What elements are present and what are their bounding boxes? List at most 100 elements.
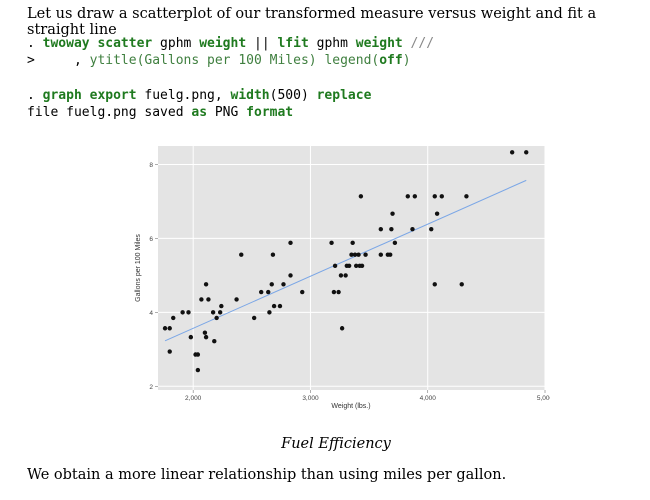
scatter-chart: 2 4 6 8 2,000 3,000 4,000 5,000 Weight (lbs.) G… [130,140,550,420]
data-point [266,289,271,295]
option-arg: ) [402,53,411,68]
data-point [339,326,345,331]
option-arg: ( [371,53,380,68]
data-point [199,297,204,302]
data-point [180,310,185,315]
data-point [267,310,272,315]
data-point [388,252,393,257]
option-replace: replace [316,88,372,103]
output-text: file fuelg.png saved [27,105,192,120]
data-point [239,252,244,257]
data-point [349,252,354,257]
data-point [271,303,277,309]
data-point [346,263,352,268]
command-lfit: lfit [277,36,309,51]
option-arg: (500) [269,88,317,103]
data-point [392,240,398,246]
command-twoway-scatter: twoway scatter [42,36,153,51]
data-point [288,273,293,278]
data-point [405,194,410,199]
data-point [210,310,216,315]
continuation: /// [402,36,435,51]
data-point [171,315,176,321]
data-point [509,150,515,155]
variable: gphm [152,36,200,51]
data-point [378,226,384,232]
gridlines [158,146,546,390]
data-point [269,282,274,287]
stata-command-block: . twoway scatter gphm weight || lfit gph… [27,35,434,69]
data-point [363,252,368,257]
y-tick-label: 8 [149,162,153,169]
y-tick-label: 2 [149,384,153,391]
axes: 2 4 6 8 2,000 3,000 4,000 5,000 [149,162,550,402]
separator: || [246,36,278,51]
intro-paragraph: Let us draw a scatterplot of our transfo… [27,6,597,38]
data-point [195,352,201,357]
data-point [336,289,341,295]
data-point [203,334,209,340]
data-point [358,194,364,199]
data-point [300,289,305,295]
data-point [432,282,437,287]
prompt: . [27,36,43,51]
x-tick-label: 4,000 [420,395,437,402]
data-point [234,297,239,302]
x-axis-label: Weight (lbs.) [331,403,370,410]
data-point [162,326,168,331]
variable: gphm [308,36,356,51]
data-point [202,330,208,335]
data-point [378,252,384,257]
x-tick-label: 3,000 [302,395,319,402]
data-point [524,150,529,155]
output-keyword-format: format [246,105,294,120]
prompt-continued: > , [27,53,90,68]
option-ytitle: ytitle [89,53,137,68]
output-text: PNG [207,105,247,120]
data-point [206,297,211,302]
data-point [167,349,172,354]
option-arg: (Gallons per 100 Miles) [136,53,325,68]
data-point [356,252,361,257]
y-tick-label: 6 [149,236,153,243]
variable-weight: weight [199,36,247,51]
data-points [162,150,529,373]
output-keyword-as: as [191,105,208,120]
data-point [412,194,418,199]
data-point [429,226,434,232]
data-point [219,303,224,309]
data-point [343,273,348,278]
data-point [359,263,365,268]
option-off: off [379,53,403,68]
data-point [353,263,359,268]
command-graph-export: graph export [42,88,137,103]
data-point [188,334,194,340]
data-point [195,367,201,373]
x-tick-label: 2,000 [185,395,202,402]
plot-area [158,146,545,390]
option-legend: legend [324,53,372,68]
data-point [217,310,223,315]
data-point [439,194,444,199]
data-point [167,326,172,331]
data-point [410,226,415,232]
data-point [277,303,283,309]
data-point [251,315,257,321]
data-point [214,315,219,321]
data-point [203,282,209,287]
data-point [332,263,338,268]
data-point [329,240,334,246]
data-point [288,240,293,246]
data-point [212,339,217,344]
data-point [281,282,286,287]
y-axis-label: Gallons per 100 Miles [135,234,142,302]
data-point [464,194,469,199]
data-point [186,310,191,315]
prompt: . [27,88,43,103]
data-point [389,226,394,232]
y-tick-label: 4 [149,310,153,317]
filename: fuelg.png, [136,88,231,103]
data-point [270,252,276,257]
x-tick-label: 5,000 [537,395,550,402]
data-point [352,252,358,257]
